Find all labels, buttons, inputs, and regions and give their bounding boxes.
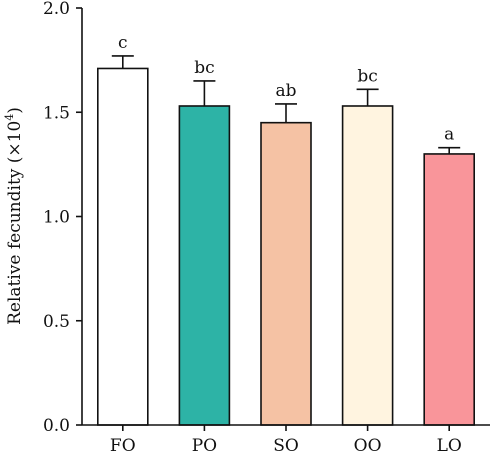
y-axis-title-suffix: ) [5, 107, 25, 114]
significance-label-lo: a [444, 125, 454, 145]
x-tick-label-po: PO [192, 436, 217, 456]
significance-label-so: ab [275, 81, 296, 101]
significance-label-oo: bc [357, 66, 377, 86]
y-axis-title-superscript: 4 [3, 114, 16, 121]
x-tick-label-fo: FO [110, 436, 136, 456]
y-tick-label-0: 0.0 [43, 416, 70, 436]
y-tick-label-3: 1.5 [43, 103, 70, 123]
bar-fo [97, 67, 149, 426]
y-tick-label-1: 0.5 [43, 312, 70, 332]
bar-lo [423, 153, 476, 426]
y-tick-label-4: 2.0 [43, 0, 70, 19]
x-tick-label-oo: OO [354, 436, 382, 456]
bar-po [178, 105, 231, 426]
x-tick-label-lo: LO [437, 436, 462, 456]
y-tick-label-2: 1.0 [43, 208, 70, 228]
significance-label-po: bc [194, 58, 214, 78]
y-axis-title: Relative fecundity (×104) [3, 107, 25, 325]
bar-so [260, 121, 312, 426]
bar-oo [341, 105, 394, 426]
axes-layer: FO PO SO OO LO 0.0 0.5 1.0 1.5 2.0 [43, 0, 490, 456]
significance-label-fo: c [118, 33, 128, 53]
bars-layer: c bc ab bc a [97, 33, 476, 426]
y-axis-title-main: Relative fecundity (×10 [5, 121, 25, 325]
x-tick-label-so: SO [273, 436, 299, 456]
